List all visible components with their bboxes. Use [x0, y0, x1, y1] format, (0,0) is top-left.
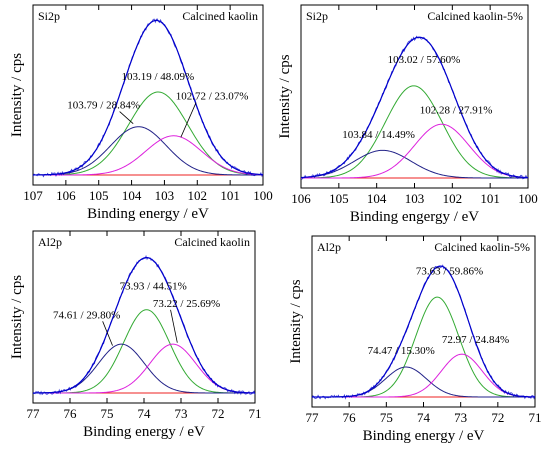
element-label: Si2p	[306, 9, 328, 23]
x-tick-label: 104	[367, 191, 387, 206]
component-peak-magenta	[33, 135, 264, 176]
x-tick-label: 75	[380, 410, 393, 425]
x-tick-label: 100	[253, 188, 273, 203]
chart-panel: 106 105 104 103 102 101 100 Binding engergy / e…	[277, 4, 538, 225]
x-tick-label: 71	[249, 406, 262, 421]
plot-frame	[32, 4, 264, 186]
peak-annotation: 103.19 / 48.09%	[121, 71, 194, 83]
x-tick-label: 71	[529, 410, 542, 425]
element-label: Si2p	[38, 9, 60, 23]
x-tick-label: 103	[405, 191, 425, 206]
peak-annotation: 74.61 / 29.80%	[53, 309, 120, 321]
x-tick-label: 72	[491, 410, 504, 425]
chart-panel: 107 106 105 104 103 102 101 100 Binding energy /…	[9, 4, 273, 222]
y-axis-label: Intensity / cps	[9, 275, 25, 359]
peak-annotation: 102.72 / 23.07%	[176, 91, 249, 103]
peak-annotation: 103.02 / 57.60%	[388, 54, 461, 66]
peak-annotation: 74.47 / 15.30%	[368, 345, 435, 357]
peak-annotation: 103.84 / 14.49%	[342, 129, 415, 141]
raw-spectrum	[311, 264, 536, 400]
x-axis-label: Binding energy / eV	[363, 428, 485, 444]
x-tick-label: 102	[188, 188, 208, 203]
x-tick-label: 73	[175, 406, 188, 421]
envelope-fit	[32, 19, 264, 176]
x-tick-label: 105	[89, 188, 109, 203]
x-axis-label: Binding energy / eV	[83, 424, 205, 440]
x-tick-label: 106	[291, 191, 311, 206]
x-axis-label: Binding energy / eV	[87, 206, 209, 222]
component-peak-navy	[33, 126, 263, 176]
component-peak-green	[33, 309, 255, 394]
x-tick-label: 74	[138, 406, 152, 421]
x-tick-label: 100	[518, 191, 538, 206]
chart-panel: 77 76 75 74 73 72 71 Binding energy / eV Intensi…	[288, 235, 542, 444]
y-axis-label: Intensity / cps	[9, 53, 25, 137]
peak-annotation: 72.97 / 24.84%	[442, 334, 509, 346]
plot-frame	[311, 235, 536, 408]
x-tick-label: 74	[417, 410, 431, 425]
x-tick-label: 105	[329, 191, 349, 206]
x-tick-label: 75	[101, 406, 114, 421]
x-tick-label: 102	[443, 191, 463, 206]
x-tick-label: 76	[64, 406, 78, 421]
x-tick-label: 76	[343, 410, 357, 425]
component-peak-magenta	[301, 123, 529, 179]
annotation-pointer	[170, 309, 178, 343]
sample-label: Calcined kaolin	[174, 235, 250, 249]
envelope-fit	[33, 256, 256, 394]
x-tick-label: 106	[56, 188, 76, 203]
plot-frame	[300, 4, 529, 189]
envelope-fit	[300, 36, 529, 179]
sample-label: Calcined kaolin-5%	[427, 9, 523, 23]
element-label: Al2p	[317, 240, 341, 254]
x-tick-label: 101	[220, 188, 240, 203]
raw-spectrum	[32, 254, 256, 396]
annotation-pointer	[119, 111, 134, 124]
y-axis-label: Intensity / cps	[288, 279, 304, 363]
x-tick-label: 77	[306, 410, 320, 425]
x-axis-label: Binding engergy / eV	[350, 209, 479, 225]
x-tick-label: 77	[27, 406, 41, 421]
component-peak-green	[300, 85, 528, 179]
x-tick-label: 72	[212, 406, 225, 421]
component-peak-navy	[312, 366, 535, 398]
x-tick-label: 101	[480, 191, 500, 206]
x-tick-label: 104	[122, 188, 142, 203]
annotation-pointer	[180, 102, 197, 138]
peak-annotation: 102.28 / 27.91%	[420, 104, 493, 116]
sample-label: Calcined kaolin-5%	[434, 240, 530, 254]
envelope-fit	[312, 265, 536, 398]
sample-label: Calcined kaolin	[182, 9, 258, 23]
component-peak-navy	[33, 343, 255, 394]
peak-annotation: 73.63 / 59.86%	[416, 265, 483, 277]
annotation-pointer	[102, 321, 113, 346]
x-tick-label: 103	[155, 188, 175, 203]
y-axis-label: Intensity / cps	[277, 54, 293, 138]
x-tick-label: 107	[23, 188, 43, 203]
peak-annotation: 73.22 / 25.69%	[153, 298, 220, 310]
component-peak-magenta	[33, 343, 256, 394]
x-tick-label: 73	[454, 410, 467, 425]
chart-panel: 77 76 75 74 73 72 71 Binding energy / eV Intensi…	[9, 230, 262, 440]
component-peak-green	[33, 91, 264, 176]
peak-annotation: 103.79 / 28.84%	[67, 100, 140, 112]
raw-spectrum	[300, 35, 529, 180]
element-label: Al2p	[38, 235, 62, 249]
peak-annotation: 73.93 / 44.51%	[120, 281, 187, 293]
component-peak-navy	[300, 149, 528, 179]
